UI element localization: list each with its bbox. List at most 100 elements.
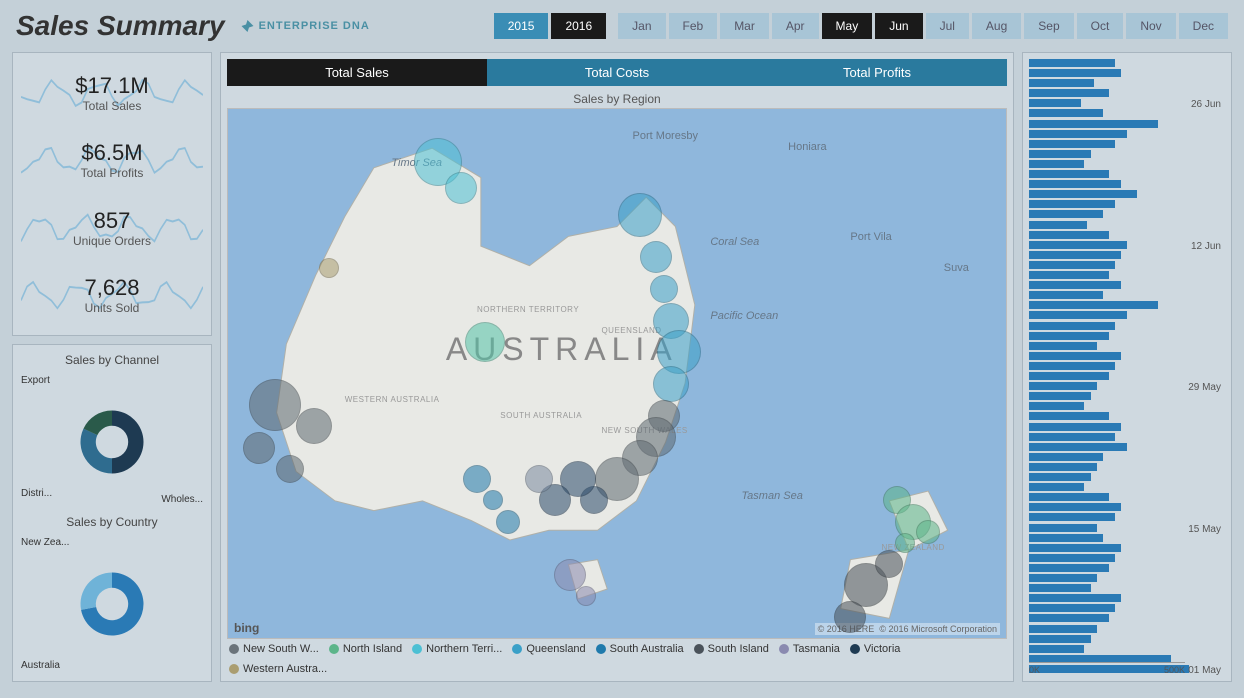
month-tab-oct[interactable]: Oct bbox=[1077, 13, 1124, 39]
bar[interactable] bbox=[1029, 241, 1127, 249]
legend-item[interactable]: South Australia bbox=[596, 643, 684, 655]
map-bubble[interactable] bbox=[243, 432, 275, 464]
map-region[interactable]: AUSTRALIA © 2016 HERE © 2016 Microsoft C… bbox=[227, 108, 1007, 639]
bar[interactable] bbox=[1029, 210, 1103, 218]
map-bubble[interactable] bbox=[875, 550, 903, 578]
map-bubble[interactable] bbox=[653, 366, 689, 402]
bar[interactable] bbox=[1029, 402, 1084, 410]
metric-tab-total-profits[interactable]: Total Profits bbox=[747, 59, 1007, 86]
map-bubble[interactable] bbox=[916, 520, 940, 544]
legend-item[interactable]: New South W... bbox=[229, 643, 319, 655]
bar[interactable] bbox=[1029, 604, 1115, 612]
bar[interactable] bbox=[1029, 271, 1109, 279]
bar[interactable] bbox=[1029, 382, 1097, 390]
bar[interactable] bbox=[1029, 513, 1115, 521]
bar[interactable] bbox=[1029, 89, 1109, 97]
bar[interactable] bbox=[1029, 120, 1158, 128]
month-tab-feb[interactable]: Feb bbox=[669, 13, 718, 39]
legend-item[interactable]: North Island bbox=[329, 643, 402, 655]
bar[interactable] bbox=[1029, 534, 1103, 542]
bar[interactable] bbox=[1029, 221, 1087, 229]
bar[interactable] bbox=[1029, 362, 1115, 370]
bar[interactable] bbox=[1029, 614, 1109, 622]
bar[interactable] bbox=[1029, 180, 1121, 188]
donut-channel[interactable]: Wholes...Distri...Export bbox=[19, 371, 205, 513]
bar[interactable] bbox=[1029, 59, 1115, 67]
month-tab-dec[interactable]: Dec bbox=[1179, 13, 1228, 39]
bar[interactable] bbox=[1029, 564, 1109, 572]
legend-item[interactable]: Northern Terri... bbox=[412, 643, 502, 655]
bar[interactable] bbox=[1029, 281, 1121, 289]
legend-item[interactable]: Tasmania bbox=[779, 643, 840, 655]
bar[interactable] bbox=[1029, 423, 1121, 431]
bar[interactable] bbox=[1029, 251, 1121, 259]
bar[interactable] bbox=[1029, 311, 1127, 319]
bar[interactable] bbox=[1029, 503, 1121, 511]
bar[interactable] bbox=[1029, 473, 1091, 481]
bar[interactable] bbox=[1029, 554, 1115, 562]
daily-bar-chart[interactable]: 26 Jun12 Jun29 May15 May01 May0K500K bbox=[1029, 59, 1225, 675]
bar[interactable] bbox=[1029, 291, 1103, 299]
bar[interactable] bbox=[1029, 594, 1121, 602]
bar[interactable] bbox=[1029, 463, 1097, 471]
bar[interactable] bbox=[1029, 231, 1109, 239]
map-bubble[interactable] bbox=[525, 465, 553, 493]
map-bubble[interactable] bbox=[445, 172, 477, 204]
bar[interactable] bbox=[1029, 433, 1115, 441]
map-bubble[interactable] bbox=[834, 601, 866, 633]
legend-item[interactable]: Queensland bbox=[512, 643, 585, 655]
bar[interactable] bbox=[1029, 453, 1103, 461]
bar[interactable] bbox=[1029, 140, 1115, 148]
bar[interactable] bbox=[1029, 170, 1109, 178]
bar[interactable] bbox=[1029, 301, 1158, 309]
bar[interactable] bbox=[1029, 150, 1091, 158]
map-bubble[interactable] bbox=[618, 193, 662, 237]
month-tab-jul[interactable]: Jul bbox=[926, 13, 969, 39]
metric-tab-total-costs[interactable]: Total Costs bbox=[487, 59, 747, 86]
month-tab-mar[interactable]: Mar bbox=[720, 13, 769, 39]
bar[interactable] bbox=[1029, 109, 1103, 117]
bar[interactable] bbox=[1029, 342, 1097, 350]
map-bubble[interactable] bbox=[249, 379, 301, 431]
bar[interactable] bbox=[1029, 443, 1127, 451]
bar[interactable] bbox=[1029, 200, 1115, 208]
bar[interactable] bbox=[1029, 190, 1137, 198]
bar[interactable] bbox=[1029, 544, 1121, 552]
month-tab-jun[interactable]: Jun bbox=[875, 13, 922, 39]
bar[interactable] bbox=[1029, 635, 1091, 643]
bar[interactable] bbox=[1029, 392, 1091, 400]
donut-country[interactable]: AustraliaNew Zea... bbox=[19, 533, 205, 675]
bar[interactable] bbox=[1029, 584, 1091, 592]
map-bubble[interactable] bbox=[319, 258, 339, 278]
legend-item[interactable]: South Island bbox=[694, 643, 769, 655]
bar[interactable] bbox=[1029, 352, 1121, 360]
legend-item[interactable]: Western Austra... bbox=[229, 663, 327, 675]
bar[interactable] bbox=[1029, 574, 1097, 582]
bar[interactable] bbox=[1029, 261, 1115, 269]
bar[interactable] bbox=[1029, 99, 1081, 107]
bar[interactable] bbox=[1029, 412, 1109, 420]
map-bubble[interactable] bbox=[465, 322, 505, 362]
month-tab-may[interactable]: May bbox=[822, 13, 873, 39]
map-bubble[interactable] bbox=[640, 241, 672, 273]
map-bubble[interactable] bbox=[296, 408, 332, 444]
year-tab-2015[interactable]: 2015 bbox=[494, 13, 549, 39]
map-bubble[interactable] bbox=[895, 533, 915, 553]
bar[interactable] bbox=[1029, 79, 1094, 87]
month-tab-sep[interactable]: Sep bbox=[1024, 13, 1073, 39]
bar[interactable] bbox=[1029, 130, 1127, 138]
bar[interactable] bbox=[1029, 645, 1084, 653]
bar[interactable] bbox=[1029, 160, 1084, 168]
bar[interactable] bbox=[1029, 483, 1084, 491]
bar[interactable] bbox=[1029, 372, 1109, 380]
bar[interactable] bbox=[1029, 332, 1109, 340]
map-bubble[interactable] bbox=[576, 586, 596, 606]
month-tab-apr[interactable]: Apr bbox=[772, 13, 819, 39]
map-bubble[interactable] bbox=[496, 510, 520, 534]
month-tab-aug[interactable]: Aug bbox=[972, 13, 1021, 39]
legend-item[interactable]: Victoria bbox=[850, 643, 900, 655]
year-tab-2016[interactable]: 2016 bbox=[551, 13, 606, 39]
bar[interactable] bbox=[1029, 69, 1121, 77]
bar[interactable] bbox=[1029, 524, 1097, 532]
metric-tab-total-sales[interactable]: Total Sales bbox=[227, 59, 487, 86]
